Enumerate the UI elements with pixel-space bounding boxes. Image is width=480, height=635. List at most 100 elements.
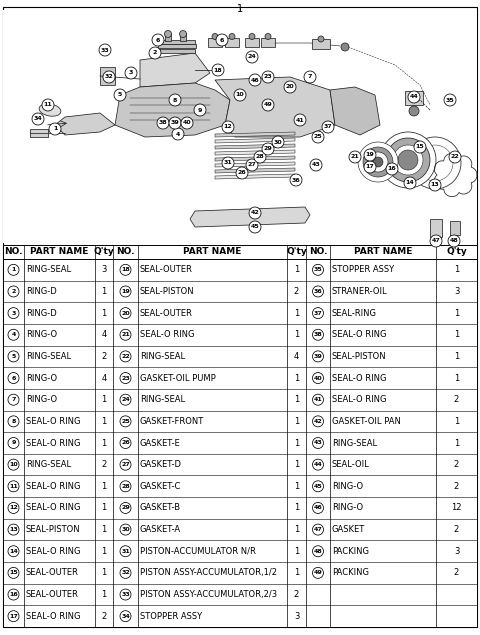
Text: 14: 14 <box>406 180 414 185</box>
Text: 42: 42 <box>313 419 323 424</box>
Polygon shape <box>215 144 295 149</box>
Bar <box>261 38 275 47</box>
Circle shape <box>312 394 324 405</box>
Text: 1: 1 <box>454 309 459 318</box>
Text: 1: 1 <box>294 482 299 491</box>
Text: 48: 48 <box>313 549 323 554</box>
Circle shape <box>408 91 420 103</box>
Circle shape <box>222 157 234 169</box>
Text: 9: 9 <box>12 441 16 446</box>
Text: GASKET-A: GASKET-A <box>140 525 181 534</box>
Text: 1: 1 <box>101 287 107 296</box>
Text: 35: 35 <box>445 98 455 102</box>
Text: 43: 43 <box>313 441 323 446</box>
Text: 43: 43 <box>312 163 320 168</box>
Circle shape <box>120 502 131 514</box>
Text: 16: 16 <box>388 166 396 171</box>
Circle shape <box>262 143 274 155</box>
Text: PACKING: PACKING <box>332 568 369 577</box>
Text: 1: 1 <box>294 395 299 404</box>
Circle shape <box>312 502 324 514</box>
Text: 2: 2 <box>454 568 459 577</box>
Text: 28: 28 <box>256 154 264 159</box>
Circle shape <box>236 167 248 179</box>
Text: PART NAME: PART NAME <box>30 248 89 257</box>
Text: 1: 1 <box>454 265 459 274</box>
Circle shape <box>8 568 19 578</box>
Text: 1: 1 <box>294 373 299 382</box>
Text: 1: 1 <box>101 568 107 577</box>
Circle shape <box>430 235 442 247</box>
Text: GASKET-B: GASKET-B <box>140 504 181 512</box>
Text: STOPPER ASSY: STOPPER ASSY <box>332 265 394 274</box>
Circle shape <box>312 373 324 384</box>
Text: 5: 5 <box>12 354 16 359</box>
Text: 9: 9 <box>198 107 202 112</box>
Text: 27: 27 <box>121 462 130 467</box>
Circle shape <box>386 138 430 182</box>
Text: 31: 31 <box>121 549 130 554</box>
Text: SEAL-OUTER: SEAL-OUTER <box>140 265 193 274</box>
Text: 33: 33 <box>101 48 109 53</box>
Text: 24: 24 <box>248 55 256 60</box>
Text: GASKET-D: GASKET-D <box>140 460 182 469</box>
Circle shape <box>254 151 266 163</box>
Circle shape <box>8 481 19 491</box>
Bar <box>405 91 423 105</box>
Text: 2: 2 <box>153 51 157 55</box>
Circle shape <box>312 545 324 557</box>
Circle shape <box>364 149 376 161</box>
Text: 3: 3 <box>101 265 107 274</box>
Text: GASKET-FRONT: GASKET-FRONT <box>140 417 204 426</box>
Text: 33: 33 <box>121 592 130 597</box>
Bar <box>158 44 196 48</box>
Circle shape <box>290 174 302 186</box>
Circle shape <box>444 94 456 106</box>
Text: 1: 1 <box>294 309 299 318</box>
Text: 46: 46 <box>313 505 323 511</box>
Text: 1: 1 <box>101 395 107 404</box>
Polygon shape <box>215 156 295 161</box>
Text: 6: 6 <box>12 375 16 380</box>
Polygon shape <box>115 83 230 137</box>
Circle shape <box>312 524 324 535</box>
Text: 42: 42 <box>251 210 259 215</box>
Text: RING-O: RING-O <box>26 395 57 404</box>
Text: 1: 1 <box>294 330 299 339</box>
Text: 2: 2 <box>12 289 16 294</box>
Bar <box>225 38 239 47</box>
Circle shape <box>212 34 218 39</box>
Text: 29: 29 <box>264 147 272 152</box>
Text: 1: 1 <box>294 504 299 512</box>
Text: 6: 6 <box>156 37 160 43</box>
Circle shape <box>120 438 131 448</box>
Text: SEAL-O RING: SEAL-O RING <box>26 547 81 556</box>
Text: 18: 18 <box>121 267 130 272</box>
Text: 38: 38 <box>158 121 168 126</box>
Circle shape <box>114 89 126 101</box>
Polygon shape <box>215 150 295 155</box>
Circle shape <box>120 524 131 535</box>
Bar <box>430 219 442 237</box>
Circle shape <box>120 416 131 427</box>
Text: 1: 1 <box>294 417 299 426</box>
Text: GASKET-OIL PAN: GASKET-OIL PAN <box>332 417 401 426</box>
Circle shape <box>312 330 324 340</box>
Text: RING-D: RING-D <box>26 309 57 318</box>
Text: 23: 23 <box>121 375 130 380</box>
Circle shape <box>8 438 19 448</box>
Circle shape <box>312 568 324 578</box>
Text: 16: 16 <box>9 592 18 597</box>
Text: 12: 12 <box>9 505 18 511</box>
Text: PISTON ASSY-ACCUMULATOR,2/3: PISTON ASSY-ACCUMULATOR,2/3 <box>140 590 277 599</box>
Polygon shape <box>215 162 295 167</box>
Bar <box>161 40 195 44</box>
Text: 39: 39 <box>313 354 323 359</box>
Text: 1: 1 <box>294 525 299 534</box>
Text: 8: 8 <box>12 419 16 424</box>
Text: PACKING: PACKING <box>332 547 369 556</box>
Text: 3: 3 <box>454 547 459 556</box>
Circle shape <box>222 121 234 133</box>
Text: 23: 23 <box>264 74 272 79</box>
Polygon shape <box>140 53 210 87</box>
